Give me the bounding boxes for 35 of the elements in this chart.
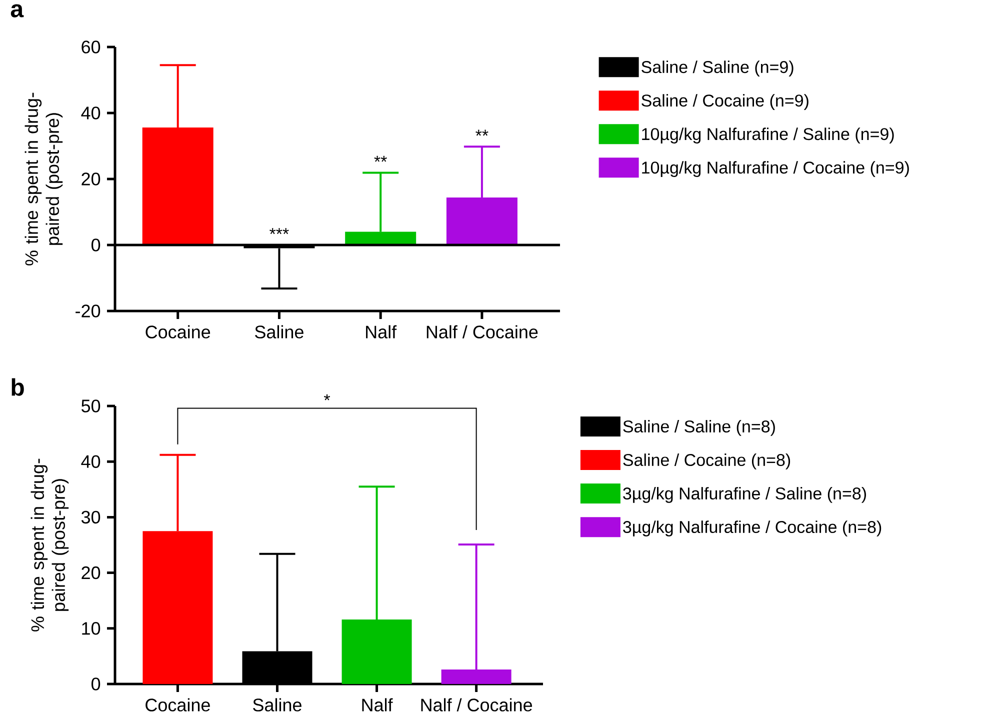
y-tick-label: 60 [82, 40, 100, 54]
y-tick-label: 50 [82, 400, 100, 412]
y-tick-label: 0 [91, 678, 100, 690]
chart-title: b [12, 378, 24, 396]
y-tick-label: 0 [91, 238, 100, 252]
y-axis-title: % time spent in drug-paired (post-pre) [24, 92, 63, 266]
legend-label: 3µg/kg Nalfurafine / Cocaine (n=8) [623, 520, 882, 536]
x-tick-label: Saline [253, 698, 302, 712]
y-tick-label: 30 [81, 510, 100, 524]
x-tick-label: Nalf [362, 698, 393, 712]
y-tick-label: 10 [82, 622, 100, 635]
y-axis-title: % time spent in drug-paired (post-pre) [30, 458, 69, 632]
y-tick-label: 40 [81, 106, 100, 120]
x-tick-label: Nalf / Cocaine [426, 325, 538, 338]
legend-label: Saline / Saline (n=9) [642, 60, 794, 76]
x-tick-label: Nalf [366, 325, 397, 338]
annotation: ** [476, 130, 488, 136]
legend-label: 3µg/kg Nalfurafine / Saline (n=8) [623, 487, 866, 503]
y-tick-label: -20 [76, 304, 100, 318]
x-tick-label: Saline [255, 325, 304, 338]
legend-label: Saline / Saline (n=8) [623, 420, 775, 436]
text: * [324, 394, 330, 400]
legend-label: 10µg/kg Nalfurafine / Cocaine (n=9) [642, 161, 909, 177]
x-tick-label: Cocaine [146, 698, 210, 712]
legend-label: 10µg/kg Nalfurafine / Saline (n=9) [642, 128, 894, 144]
chart-title: a [10, 4, 24, 18]
y-tick-label: 40 [81, 455, 100, 468]
y-tick-label: 20 [82, 566, 100, 580]
legend-label: Saline / Cocaine (n=8) [623, 454, 790, 470]
y-tick-label: 20 [82, 172, 100, 186]
x-tick-label: Nalf / Cocaine [421, 698, 532, 712]
x-tick-label: Cocaine [146, 325, 210, 338]
legend-label: Saline / Cocaine (n=9) [642, 94, 808, 110]
annotation: ** [374, 156, 387, 162]
annotation: *** [270, 228, 289, 234]
